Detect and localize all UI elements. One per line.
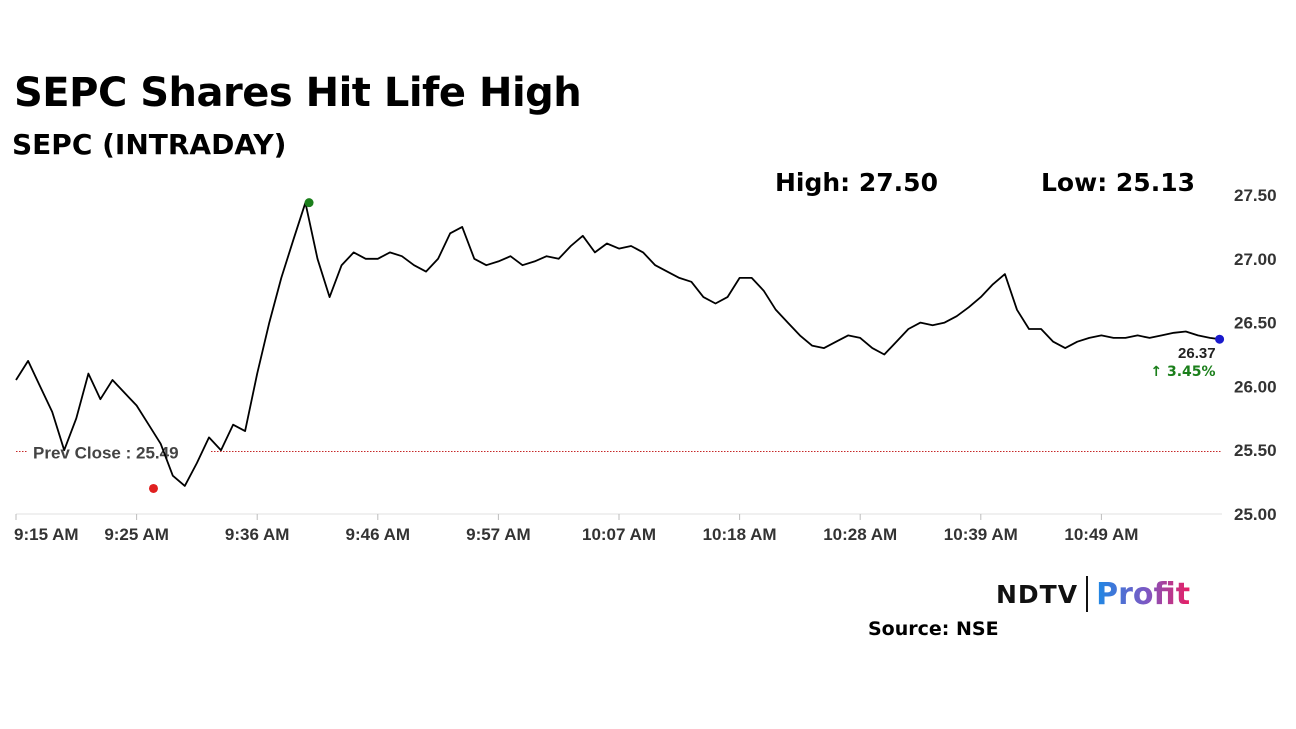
- y-tick-label: 25.50: [1234, 441, 1277, 460]
- x-tick-label: 9:15 AM: [14, 525, 79, 544]
- last-price-label: 26.37: [1178, 345, 1216, 362]
- prev-close-label: Prev Close : 25.49: [33, 443, 179, 462]
- y-tick-label: 26.00: [1234, 377, 1277, 396]
- x-tick-label: 10:49 AM: [1064, 525, 1138, 544]
- x-tick-label: 9:36 AM: [225, 525, 290, 544]
- x-tick-label: 10:28 AM: [823, 525, 897, 544]
- x-tick-label: 10:07 AM: [582, 525, 656, 544]
- logo-profit-text: Profit: [1096, 576, 1191, 612]
- low-stat: Low: 25.13: [1041, 168, 1195, 197]
- y-tick-label: 27.50: [1234, 186, 1277, 205]
- chart-subtitle: SEPC (INTRADAY): [12, 128, 287, 161]
- x-tick-label: 9:57 AM: [466, 525, 531, 544]
- logo-ndtv-text: NDTV: [996, 579, 1079, 609]
- low-point-marker: [148, 483, 158, 493]
- chart-title: SEPC Shares Hit Life High: [14, 70, 582, 116]
- x-tick-label: 10:39 AM: [944, 525, 1018, 544]
- high-point-marker: [304, 198, 314, 208]
- source-note: Source: NSE: [868, 618, 999, 640]
- last-point-marker: [1215, 334, 1225, 344]
- last-change-label: ↑ 3.45%: [1150, 364, 1215, 380]
- ndtv-profit-logo: NDTV Profit: [996, 574, 1190, 614]
- y-tick-label: 25.00: [1234, 505, 1277, 524]
- x-tick-label: 9:25 AM: [104, 525, 169, 544]
- prev-close-label-bg: [28, 440, 210, 463]
- y-tick-label: 27.00: [1234, 250, 1277, 269]
- high-stat: High: 27.50: [775, 168, 938, 197]
- y-tick-label: 26.50: [1234, 314, 1277, 333]
- x-tick-label: 10:18 AM: [703, 525, 777, 544]
- price-series-line: [15, 201, 1220, 487]
- logo-divider: [1086, 576, 1089, 612]
- x-tick-label: 9:46 AM: [346, 525, 411, 544]
